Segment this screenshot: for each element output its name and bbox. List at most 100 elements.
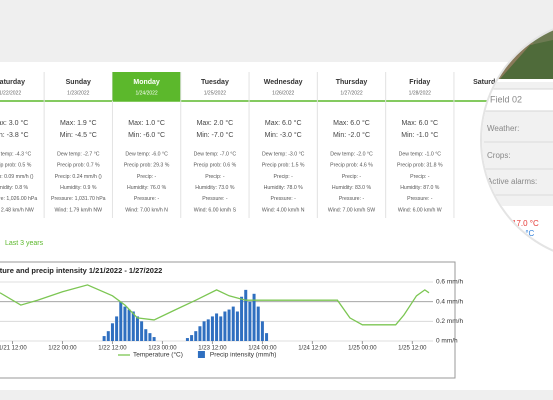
x-tick-label: 1/24 00:00	[248, 346, 277, 352]
temp-high: 17.0 °C	[512, 219, 539, 228]
day-detail: Pressure: -	[134, 196, 160, 202]
row-label: Weather:	[487, 124, 519, 133]
x-tick-label: 1/23 00:00	[148, 346, 177, 352]
day-detail: Precip: -	[410, 174, 430, 180]
day-date: 1/26/2022	[272, 90, 294, 96]
precip-bar	[202, 321, 206, 341]
day-max: Max: 3.0 °C	[0, 119, 28, 127]
day-min: Min: -3.0 °C	[265, 131, 302, 139]
precip-bar	[115, 316, 119, 341]
day-detail: Precip prob: 0.7 %	[57, 163, 100, 169]
precip-bar	[185, 338, 189, 341]
day-detail: Dew temp: -2.0 °C	[330, 151, 373, 157]
day-date: 1/25/2022	[204, 90, 226, 96]
chart-title: Temperature and precip intensity 1/21/20…	[0, 266, 162, 275]
precip-bar	[231, 306, 235, 341]
day-detail: Precip prob: 29.3 %	[124, 163, 170, 169]
day-detail: Precip: 0.24 mm/h ()	[55, 174, 102, 180]
precip-bar	[119, 301, 123, 341]
precip-bar	[110, 323, 114, 341]
x-tick-label: 1/21 12:00	[0, 346, 27, 352]
legend-label: Temperature (°C)	[133, 351, 183, 359]
precip-bar	[127, 309, 131, 341]
day-max: Max: 6.0 °C	[401, 119, 438, 127]
legend-label: Precip intensity (mm/h)	[210, 352, 276, 359]
field-name: Field 02	[490, 94, 522, 104]
precip-bar	[123, 306, 127, 341]
day-detail: Precip: -	[342, 174, 362, 180]
precip-bar	[140, 321, 144, 341]
day-detail: Precip prob: 31.8 %	[397, 163, 443, 169]
forecast: Saturday 1/22/2022 Max: 3.0 °C Min: -3.8 °C…	[0, 72, 553, 218]
day-name: Friday	[409, 79, 430, 86]
day-date: 1/28/2022	[409, 90, 431, 96]
day-detail: Precip: -	[137, 174, 157, 180]
day-name: Thursday	[336, 79, 368, 86]
day-min: Min: -3.8 °C	[0, 131, 29, 139]
day-detail: Dew temp: -3.0 °C	[262, 151, 305, 157]
day-detail: Wind: 1.79 km/h NW	[55, 207, 103, 213]
day-date: 1/27/2022	[340, 90, 362, 96]
x-tick-label: 1/25 12:00	[398, 346, 427, 352]
day-detail: Pressure: -	[202, 196, 228, 202]
precip-bar	[227, 309, 231, 341]
legend-swatch	[197, 351, 205, 358]
precip-bar	[152, 337, 156, 341]
day-min: Min: -1.0 °C	[401, 131, 438, 139]
day-date: 1/23/2022	[67, 90, 89, 96]
day-detail: Wind: 2.48 km/h NW	[0, 207, 34, 213]
precip-bar	[248, 301, 252, 341]
day-max: Max: 6.0 °C	[333, 119, 370, 127]
day-detail: Pressure: 1,026.00 hPa	[0, 196, 37, 202]
day-max: Max: 1.0 °C	[128, 119, 165, 127]
day-detail: Wind: 4.00 km/h N	[262, 207, 305, 213]
precip-bar	[235, 311, 239, 341]
precip-bar	[194, 331, 198, 341]
day-detail: Precip prob: 1.5 %	[262, 163, 305, 169]
precip-bar	[223, 311, 227, 341]
row-label: Crops:	[487, 151, 511, 160]
precip-bar	[148, 333, 152, 341]
day-detail: Precip: -	[205, 174, 225, 180]
day-detail: Pressure: 1,031.70 hPa	[51, 196, 106, 202]
x-tick-label: 1/22 00:00	[48, 346, 77, 352]
day-max: Max: 1.9 °C	[60, 119, 97, 127]
day-detail: Pressure: -	[339, 196, 365, 202]
day-name: Wednesday	[264, 79, 303, 86]
row-label: Active alarms:	[487, 177, 537, 186]
map-image	[500, 40, 553, 79]
day-detail: Precip prob: 0.5 %	[0, 163, 32, 169]
day-detail: Humidity: 83.0 %	[332, 185, 372, 191]
precip-bar	[215, 313, 219, 341]
day-max: Max: 2.0 °C	[197, 119, 234, 127]
precip-bar	[131, 311, 135, 341]
precip-bar	[102, 336, 106, 341]
day-detail: Dew temp: -4.3 °C	[0, 151, 31, 157]
day-detail: Pressure: -	[271, 196, 297, 202]
y2-tick-label: 0.6 mm/h	[436, 279, 463, 286]
day-detail: Dew temp: -7.0 °C	[194, 151, 237, 157]
precip-bar	[219, 316, 223, 341]
day-detail: Humidity: 73.0 %	[195, 185, 235, 191]
chart: 0 mm/h 0.2 mm/h 0.4 mm/h 0.6 mm/h 1/21 12:00…	[0, 279, 463, 359]
precip-bar	[206, 319, 210, 341]
day-name: Tuesday	[201, 79, 229, 86]
day-detail: Wind: 7.00 km/h SW	[328, 207, 375, 213]
precip-bar	[240, 296, 244, 341]
day-name: Saturday	[0, 79, 25, 86]
x-tick-label: 1/24 12:00	[298, 346, 327, 352]
day-detail: Humidity: 76.0 %	[127, 185, 167, 191]
precip-bar	[256, 306, 260, 341]
precip-bar	[198, 326, 202, 341]
day-detail: Precip prob: 0.6 %	[194, 163, 237, 169]
day-max: Max: 6.0 °C	[265, 119, 302, 127]
precip-bar	[135, 316, 139, 341]
day-detail: Humidity: 0.9 %	[60, 185, 97, 191]
day-detail: Dew temp: -6.0 °C	[125, 151, 168, 157]
day-detail: Humidity: 87.0 %	[400, 185, 440, 191]
precip-bar	[265, 333, 269, 341]
history-link[interactable]: Last 3 years	[5, 240, 44, 247]
temperature-line	[0, 284, 430, 326]
